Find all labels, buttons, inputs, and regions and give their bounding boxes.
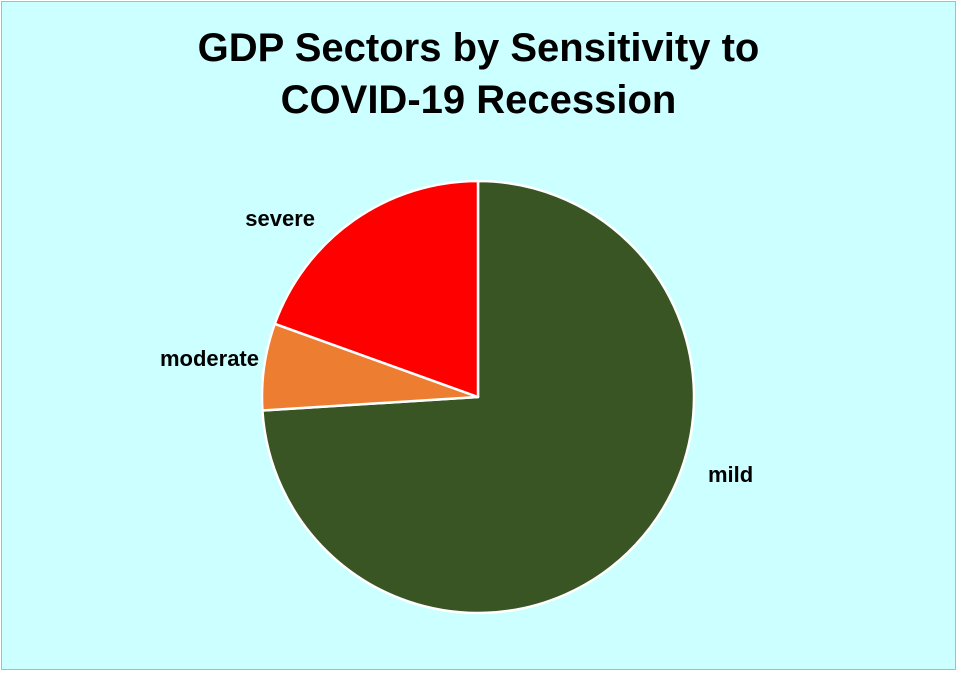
pie-slice-severe bbox=[273, 179, 480, 399]
pie-slices bbox=[260, 179, 696, 615]
slice-label-mild: mild bbox=[708, 462, 753, 487]
slice-label-severe: severe bbox=[245, 206, 315, 231]
slice-label-moderate: moderate bbox=[160, 346, 259, 371]
pie-labels: mild moderate severe bbox=[160, 206, 753, 487]
chart-title-line-1: GDP Sectors by Sensitivity to bbox=[197, 26, 760, 70]
chart-title: GDP Sectors by Sensitivity to COVID-19 R… bbox=[2, 22, 955, 126]
chart-title-line-2: COVID-19 Recession bbox=[280, 78, 677, 122]
